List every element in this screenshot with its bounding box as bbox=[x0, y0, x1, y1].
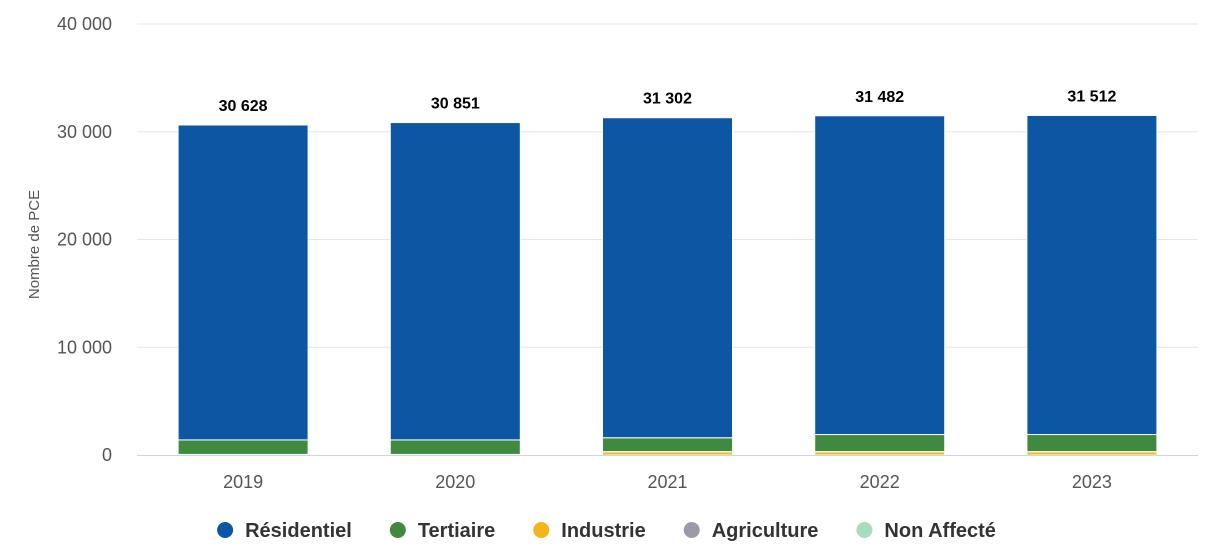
bar-segment-tertiaire bbox=[389, 439, 521, 455]
legend-label: Industrie bbox=[561, 520, 645, 542]
total-data-label: 31 482 bbox=[855, 89, 904, 106]
y-tick-label: 0 bbox=[102, 445, 112, 465]
legend-label: Non Affecté bbox=[884, 520, 995, 542]
legend-label: Tertiaire bbox=[418, 520, 495, 542]
x-tick-label: 2019 bbox=[223, 472, 263, 492]
bar-segment-tertiaire bbox=[1026, 434, 1158, 453]
total-labels: 30 628 30 851 31 302 31 482 31 512 bbox=[219, 88, 1117, 115]
legend: Résidentiel Tertiaire Industrie Agriculture… bbox=[217, 520, 996, 542]
total-data-label: 30 628 bbox=[219, 98, 268, 115]
x-tick-label: 2021 bbox=[647, 472, 687, 492]
legend-marker bbox=[533, 522, 550, 538]
bar-segment-tertiaire bbox=[602, 437, 733, 453]
total-data-label: 31 512 bbox=[1067, 88, 1116, 105]
y-tick-label: 10 000 bbox=[57, 337, 112, 357]
y-tick-label: 20 000 bbox=[57, 230, 112, 250]
bar-segment-tertiaire bbox=[177, 439, 309, 455]
bar-segment-r-sidentiel bbox=[389, 122, 521, 441]
y-tick-label: 30 000 bbox=[57, 122, 112, 142]
legend-label: Résidentiel bbox=[245, 520, 352, 542]
bar-segment-r-sidentiel bbox=[814, 115, 946, 436]
total-data-label: 30 851 bbox=[431, 96, 480, 113]
y-tick-label: 40 000 bbox=[57, 14, 112, 34]
legend-label: Agriculture bbox=[712, 520, 819, 542]
legend-marker bbox=[389, 522, 406, 538]
y-axis-ticks: 0 10 000 20 000 30 000 40 000 bbox=[57, 14, 112, 465]
legend-item: Résidentiel bbox=[217, 520, 352, 542]
bar-segment-r-sidentiel bbox=[1026, 114, 1158, 436]
legend-marker bbox=[856, 522, 873, 538]
legend-item: Agriculture bbox=[683, 520, 819, 542]
legend-marker bbox=[683, 522, 700, 538]
y-axis-title: Nombre de PCE bbox=[26, 190, 43, 299]
x-tick-label: 2022 bbox=[860, 472, 900, 492]
legend-item: Non Affecté bbox=[856, 520, 996, 542]
bar-segment-r-sidentiel bbox=[177, 124, 309, 441]
legend-item: Tertiaire bbox=[389, 520, 495, 542]
legend-item: Industrie bbox=[533, 520, 646, 542]
bar-segment-tertiaire bbox=[814, 434, 946, 453]
bars bbox=[177, 114, 1158, 456]
x-tick-label: 2023 bbox=[1072, 472, 1112, 492]
x-tick-label: 2020 bbox=[435, 472, 475, 492]
total-data-label: 31 302 bbox=[643, 91, 692, 108]
x-axis-ticks: 2019 2020 2021 2022 2023 bbox=[223, 472, 1112, 492]
bar-segment-r-sidentiel bbox=[602, 117, 733, 439]
legend-marker bbox=[217, 522, 234, 538]
